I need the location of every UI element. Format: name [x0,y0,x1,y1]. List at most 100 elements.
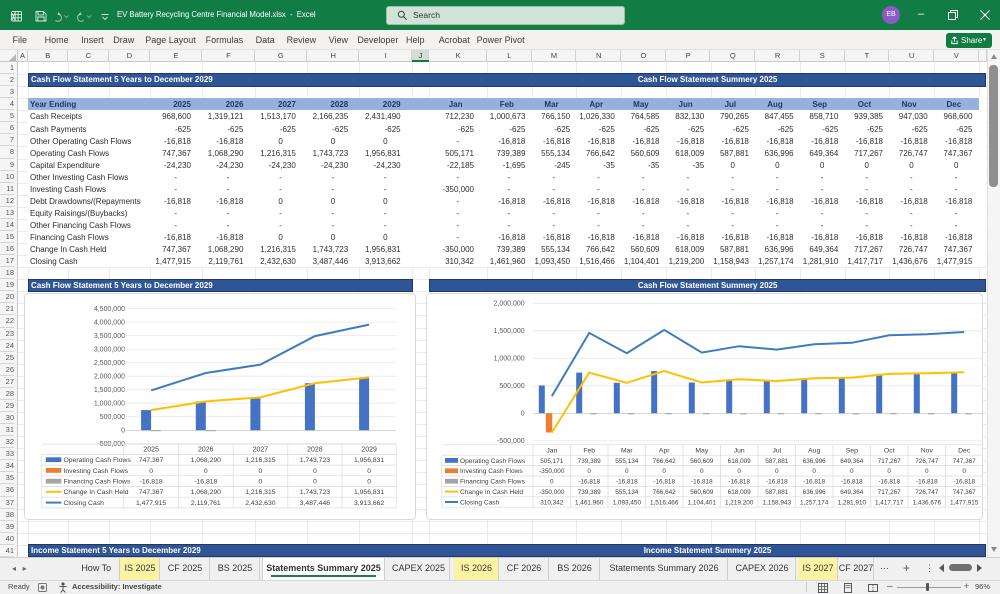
svg-text:-500,000: -500,000 [97,441,125,448]
svg-text:-16,818: -16,818 [953,479,975,486]
svg-text:587,881: 587,881 [765,489,789,496]
svg-text:726,747: 726,747 [915,489,939,496]
svg-text:-16,818: -16,818 [916,479,938,486]
svg-text:0: 0 [925,468,929,475]
svg-text:649,364: 649,364 [840,489,864,496]
svg-text:649,364: 649,364 [840,458,864,465]
svg-text:0: 0 [887,468,891,475]
svg-text:618,009: 618,009 [728,489,752,496]
svg-text:0: 0 [850,468,854,475]
svg-text:0: 0 [259,468,263,475]
svg-text:739,389: 739,389 [578,489,602,496]
svg-text:1,956,831: 1,956,831 [354,489,384,496]
svg-text:1,436,676: 1,436,676 [913,499,942,506]
svg-text:1,158,943: 1,158,943 [763,499,792,506]
svg-text:-16,818: -16,818 [841,479,863,486]
svg-text:Investing Cash Flows: Investing Cash Flows [64,468,129,475]
svg-text:-16,818: -16,818 [691,479,713,486]
svg-text:Nov: Nov [921,447,934,454]
svg-text:555,134: 555,134 [615,458,639,465]
svg-text:0: 0 [521,411,525,418]
svg-text:726,747: 726,747 [915,458,939,465]
svg-text:766,642: 766,642 [653,458,677,465]
svg-text:1,743,723: 1,743,723 [300,457,330,464]
svg-text:-16,818: -16,818 [616,479,638,486]
svg-text:Sep: Sep [846,447,858,454]
svg-text:0: 0 [625,468,629,475]
svg-text:505,171: 505,171 [540,458,564,465]
svg-text:Operating Cash Flows: Operating Cash Flows [460,458,526,465]
svg-text:766,642: 766,642 [653,489,677,496]
svg-text:1,477,915: 1,477,915 [136,500,166,507]
svg-text:1,500,000: 1,500,000 [94,387,125,394]
svg-text:0: 0 [313,479,317,486]
svg-text:0: 0 [662,468,666,475]
svg-text:618,009: 618,009 [728,458,752,465]
svg-text:1,257,174: 1,257,174 [800,499,829,506]
svg-text:560,609: 560,609 [690,458,714,465]
svg-text:2,000,000: 2,000,000 [94,374,125,381]
svg-text:1,516,466: 1,516,466 [650,499,679,506]
svg-text:636,996: 636,996 [803,458,827,465]
svg-text:3,500,000: 3,500,000 [94,333,125,340]
svg-text:Dec: Dec [958,447,971,454]
svg-text:0: 0 [121,428,125,435]
svg-text:1,281,910: 1,281,910 [838,499,867,506]
svg-text:Aug: Aug [808,447,820,454]
svg-text:3,913,662: 3,913,662 [354,500,384,507]
svg-text:747,367: 747,367 [139,457,164,464]
svg-text:310,342: 310,342 [540,499,564,506]
svg-text:Investing Cash Flows: Investing Cash Flows [460,468,523,475]
svg-text:0: 0 [259,479,263,486]
svg-text:Apr: Apr [659,447,670,454]
svg-text:0: 0 [204,468,208,475]
svg-text:-500,000: -500,000 [497,438,525,445]
svg-text:2025: 2025 [143,447,159,454]
svg-text:-350,000: -350,000 [539,489,565,496]
svg-text:Closing Cash: Closing Cash [64,500,105,507]
svg-text:-16,818: -16,818 [653,479,675,486]
svg-text:747,367: 747,367 [139,489,164,496]
svg-text:587,881: 587,881 [765,458,789,465]
svg-text:1,417,717: 1,417,717 [875,499,904,506]
svg-text:747,367: 747,367 [953,489,977,496]
svg-text:0: 0 [737,468,741,475]
svg-text:1,500,000: 1,500,000 [494,328,525,335]
svg-text:Financing Cash Flows: Financing Cash Flows [64,479,131,486]
svg-text:717,267: 717,267 [878,489,902,496]
svg-text:500,000: 500,000 [100,414,125,421]
svg-text:2028: 2028 [307,447,323,454]
svg-text:1,093,450: 1,093,450 [613,499,642,506]
svg-text:1,000,000: 1,000,000 [494,356,525,363]
svg-text:2,432,630: 2,432,630 [245,500,275,507]
svg-text:Feb: Feb [583,447,595,454]
svg-text:1,216,315: 1,216,315 [245,457,275,464]
svg-text:-350,000: -350,000 [539,468,565,475]
svg-text:-16,818: -16,818 [766,479,788,486]
svg-text:1,743,723: 1,743,723 [300,489,330,496]
svg-text:-16,818: -16,818 [728,479,750,486]
svg-text:4,000,000: 4,000,000 [94,319,125,326]
svg-text:1,461,960: 1,461,960 [575,499,604,506]
svg-text:Operating Cash Flows: Operating Cash Flows [64,457,132,464]
svg-text:3,000,000: 3,000,000 [94,346,125,353]
svg-text:747,367: 747,367 [953,458,977,465]
svg-text:1,068,290: 1,068,290 [191,489,221,496]
svg-text:Mar: Mar [621,447,633,454]
svg-text:2,119,761: 2,119,761 [191,500,221,507]
svg-text:2027: 2027 [253,447,269,454]
svg-text:1,477,915: 1,477,915 [950,499,979,506]
svg-text:560,609: 560,609 [690,489,714,496]
svg-text:Jul: Jul [772,447,781,454]
svg-text:2029: 2029 [361,447,377,454]
svg-text:1,216,315: 1,216,315 [245,489,275,496]
svg-text:1,104,401: 1,104,401 [688,499,717,506]
svg-text:0: 0 [775,468,779,475]
svg-text:0: 0 [367,479,371,486]
svg-text:2026: 2026 [198,447,214,454]
svg-text:0: 0 [313,468,317,475]
svg-text:-16,818: -16,818 [878,479,900,486]
svg-text:2,000,000: 2,000,000 [494,301,525,308]
svg-text:1,956,831: 1,956,831 [354,457,384,464]
svg-text:0: 0 [700,468,704,475]
